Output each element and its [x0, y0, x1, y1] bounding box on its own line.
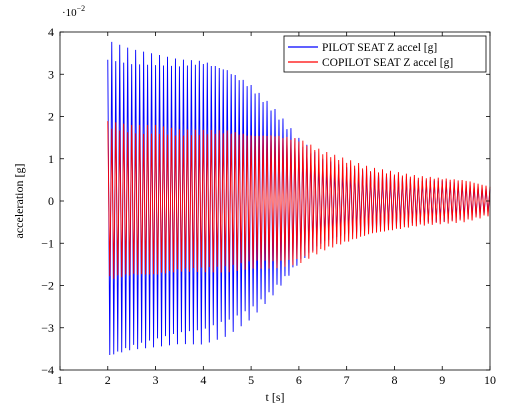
- y-tick-label: 4: [48, 25, 54, 39]
- x-axis-label: t [s]: [266, 390, 285, 404]
- y-tick-label: −4: [41, 363, 54, 377]
- y-axis-label: acceleration [g]: [12, 164, 26, 239]
- y-tick-label: 1: [48, 152, 54, 166]
- x-tick-label: 9: [439, 373, 445, 387]
- x-tick-label: 5: [248, 373, 254, 387]
- x-tick-label: 7: [344, 373, 350, 387]
- x-tick-label: 6: [296, 373, 302, 387]
- y-axis-multiplier: ·10−2: [62, 4, 85, 19]
- x-tick-label: 4: [200, 373, 206, 387]
- legend: PILOT SEAT Z accel [g] COPILOT SEAT Z ac…: [283, 35, 487, 73]
- y-tick-label: 0: [48, 194, 54, 208]
- legend-box: [283, 35, 487, 73]
- y-tick-label: 3: [48, 67, 54, 81]
- y-tick-label: 2: [48, 110, 54, 124]
- x-tick-label: 10: [484, 373, 496, 387]
- series-line-copilot: [107, 121, 491, 279]
- x-tick-label: 8: [391, 373, 397, 387]
- legend-label-copilot: COPILOT SEAT Z accel [g]: [322, 57, 453, 69]
- y-tick-label: −3: [41, 321, 54, 335]
- y-tick-label: −2: [41, 279, 54, 293]
- legend-label-pilot: PILOT SEAT Z accel [g]: [322, 42, 437, 54]
- series-line-pilot: [107, 41, 491, 356]
- y-tick-label: −1: [41, 236, 54, 250]
- x-tick-label: 3: [153, 373, 159, 387]
- x-tick-label: 1: [57, 373, 63, 387]
- x-tick-label: 2: [105, 373, 111, 387]
